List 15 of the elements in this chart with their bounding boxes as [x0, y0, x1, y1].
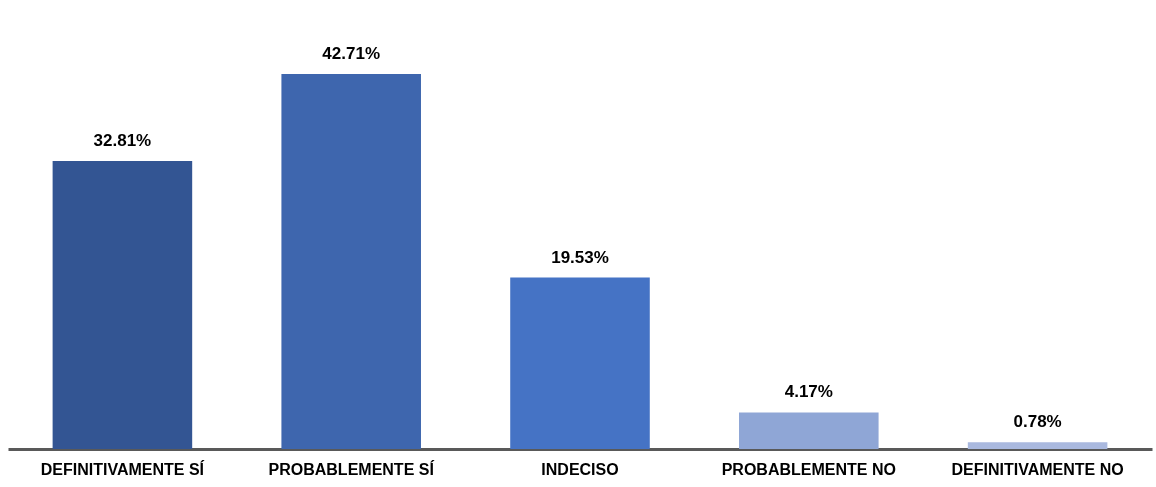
bar — [967, 442, 1108, 449]
data-label: 32.81% — [93, 130, 152, 150]
data-label: 0.78% — [1013, 412, 1062, 432]
data-label: 4.17% — [784, 382, 833, 402]
x-tick-label: DEFINITIVAMENTE SÍ — [40, 459, 205, 478]
x-tick-label: PROBABLEMENTE SÍ — [268, 459, 435, 478]
x-tick-label: INDECISO — [541, 460, 619, 478]
bar — [739, 412, 879, 449]
data-label: 19.53% — [551, 247, 609, 267]
x-tick-label: PROBABLEMENTE NO — [721, 460, 896, 478]
bar — [281, 74, 421, 449]
data-label: 42.71% — [322, 44, 381, 63]
bar — [510, 277, 650, 449]
bar — [52, 160, 193, 449]
x-tick-label: DEFINITIVAMENTE NO — [951, 460, 1124, 478]
